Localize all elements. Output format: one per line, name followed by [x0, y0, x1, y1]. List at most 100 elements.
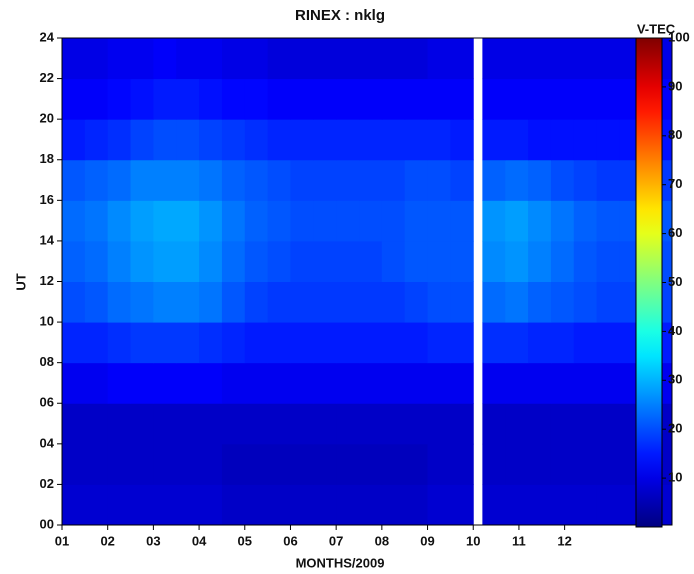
heat-cell — [84, 240, 109, 282]
heat-cell — [550, 281, 575, 323]
colorbar-tick-label: 70 — [668, 176, 682, 191]
heat-cell — [199, 38, 223, 80]
heat-cell — [199, 281, 223, 323]
heat-cell — [550, 484, 575, 526]
colorbar-tick-label: 90 — [668, 78, 682, 93]
heat-cell — [528, 200, 552, 242]
heat-cell — [313, 200, 337, 242]
heat-cell — [313, 322, 337, 364]
heat-cell — [450, 119, 474, 161]
x-tick-label: 01 — [55, 533, 69, 548]
heat-cell — [596, 240, 620, 282]
heat-cell — [505, 484, 529, 526]
heat-cell — [404, 200, 429, 242]
heat-cell — [267, 484, 291, 526]
heat-cell — [221, 38, 246, 80]
heat-cell — [244, 119, 269, 161]
heat-cell — [336, 119, 360, 161]
heat-cell — [176, 240, 200, 282]
heat-cell — [528, 322, 552, 364]
heat-cell — [573, 240, 598, 282]
heat-cell — [336, 200, 360, 242]
heat-cell — [381, 281, 406, 323]
heat-cell — [596, 281, 620, 323]
heat-cell — [482, 78, 506, 120]
heat-cell — [290, 240, 314, 282]
y-tick-label: 20 — [40, 111, 54, 126]
x-tick-label: 06 — [283, 533, 297, 548]
heat-cell — [427, 403, 451, 445]
heat-cell — [505, 38, 529, 80]
heat-cell — [290, 119, 314, 161]
heat-cell — [176, 362, 200, 404]
heat-cell — [427, 281, 451, 323]
colorbar-tick-label: 50 — [668, 274, 682, 289]
heat-cell — [107, 281, 132, 323]
x-tick-label: 03 — [146, 533, 160, 548]
x-tick-label: 02 — [100, 533, 114, 548]
heat-cell — [107, 403, 132, 445]
heat-cell — [450, 362, 474, 404]
heat-cell — [427, 200, 451, 242]
heat-cell — [427, 38, 451, 80]
heat-cell — [267, 281, 291, 323]
heat-cell — [550, 78, 575, 120]
heat-cell — [404, 240, 429, 282]
heat-cell — [176, 119, 200, 161]
heat-cell — [130, 362, 154, 404]
heat-cell — [244, 281, 269, 323]
heat-cell — [107, 38, 132, 80]
heat-cell — [107, 200, 132, 242]
heat-cell — [573, 38, 598, 80]
heat-cell — [450, 403, 474, 445]
heat-cell — [130, 403, 154, 445]
x-tick-label: 11 — [512, 533, 526, 548]
heat-cell — [244, 322, 269, 364]
heat-cell — [573, 200, 598, 242]
heat-cell — [482, 200, 506, 242]
heat-cell — [528, 159, 552, 201]
heat-cell — [336, 281, 360, 323]
heat-cell — [359, 119, 383, 161]
y-tick-label: 04 — [40, 435, 55, 450]
heat-cell — [505, 322, 529, 364]
x-tick-label: 04 — [192, 533, 207, 548]
heat-cell — [450, 322, 474, 364]
heat-cell — [381, 484, 406, 526]
heat-cell — [550, 322, 575, 364]
heat-cell — [381, 38, 406, 80]
heat-cell — [550, 159, 575, 201]
heat-cell — [62, 403, 86, 445]
heat-cell — [267, 200, 291, 242]
heat-cell — [199, 240, 223, 282]
heat-cell — [267, 159, 291, 201]
heat-cell — [313, 281, 337, 323]
heat-cell — [244, 78, 269, 120]
heat-cell — [176, 38, 200, 80]
heat-cell — [290, 403, 314, 445]
heat-cell — [313, 443, 337, 485]
heat-cell — [427, 322, 451, 364]
heat-cell — [450, 200, 474, 242]
heat-cell — [62, 78, 86, 120]
colorbar-tick-label: 20 — [668, 421, 682, 436]
heat-cell — [359, 159, 383, 201]
heat-cell — [528, 240, 552, 282]
heat-cell — [62, 281, 86, 323]
heat-cell — [153, 38, 177, 80]
heat-cell — [221, 362, 246, 404]
heat-cell — [84, 159, 109, 201]
x-tick-label: 05 — [238, 533, 252, 548]
y-tick-label: 14 — [40, 232, 55, 247]
heat-cell — [199, 322, 223, 364]
heat-cell — [290, 281, 314, 323]
heat-cell — [596, 322, 620, 364]
heat-cell — [550, 362, 575, 404]
heat-cell — [573, 322, 598, 364]
heat-cell — [153, 281, 177, 323]
heat-cell — [176, 281, 200, 323]
heat-cell — [267, 322, 291, 364]
heat-cell — [427, 78, 451, 120]
colorbar-tick-label: 80 — [668, 127, 682, 142]
